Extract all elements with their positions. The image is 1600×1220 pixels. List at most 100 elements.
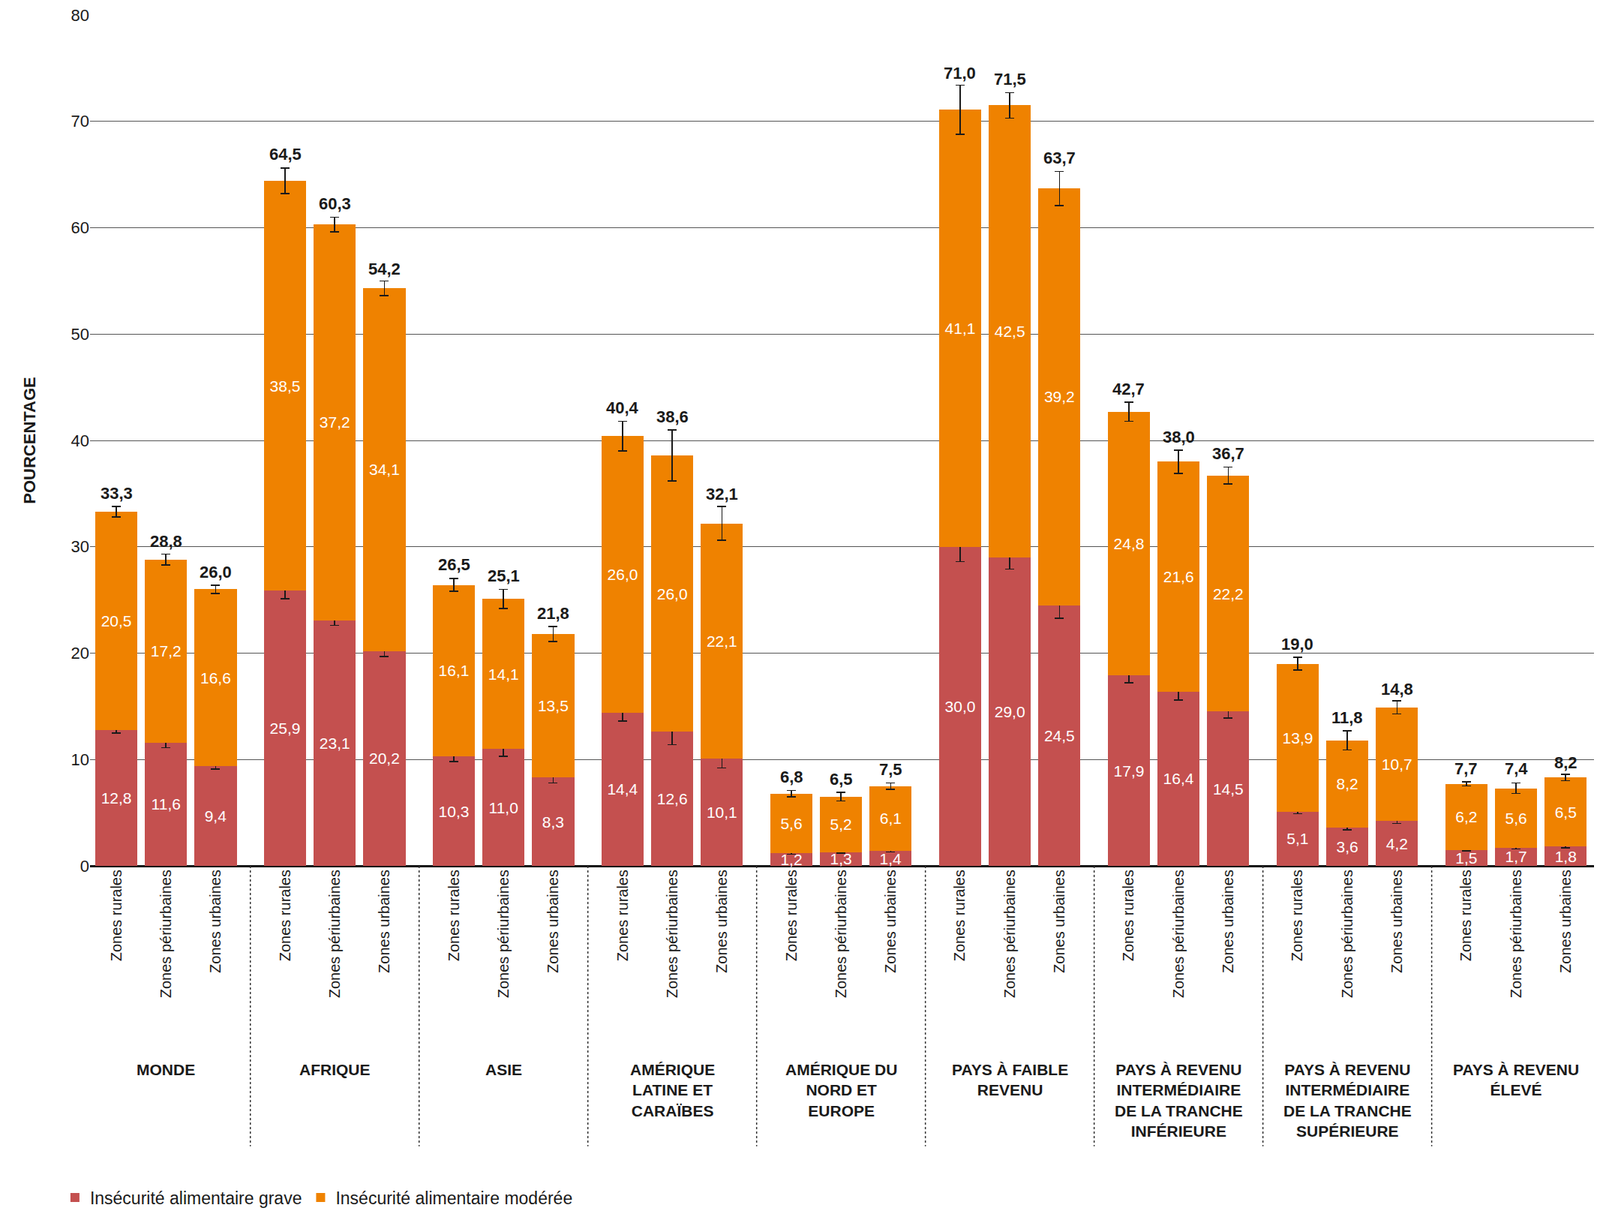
svg-text:ASIE: ASIE — [485, 1060, 523, 1078]
svg-text:54,2: 54,2 — [368, 259, 401, 279]
svg-text:29,0: 29,0 — [994, 702, 1026, 721]
svg-text:Zones périurbaines: Zones périurbaines — [1507, 869, 1525, 998]
svg-text:Zones rurales: Zones rurales — [108, 869, 125, 961]
svg-text:20: 20 — [71, 643, 90, 663]
svg-text:17,9: 17,9 — [1113, 762, 1145, 780]
svg-text:14,8: 14,8 — [1380, 679, 1414, 699]
svg-text:26,0: 26,0 — [199, 562, 232, 582]
svg-text:Zones urbaines: Zones urbaines — [207, 869, 224, 973]
svg-text:16,4: 16,4 — [1163, 769, 1195, 787]
svg-text:AMÉRIQUE DUNORD ETEUROPE: AMÉRIQUE DUNORD ETEUROPE — [785, 1060, 898, 1120]
svg-text:4,2: 4,2 — [1386, 834, 1408, 853]
svg-text:Zones périurbaines: Zones périurbaines — [1338, 869, 1356, 998]
svg-text:21,6: 21,6 — [1163, 567, 1195, 586]
svg-text:34,1: 34,1 — [369, 460, 400, 478]
svg-text:Zones périurbaines: Zones périurbaines — [326, 869, 343, 998]
svg-text:19,0: 19,0 — [1281, 634, 1314, 654]
svg-text:PAYS À REVENUÉLEVÉ: PAYS À REVENUÉLEVÉ — [1452, 1060, 1579, 1099]
svg-text:12,6: 12,6 — [657, 789, 688, 808]
svg-text:Zones rurales: Zones rurales — [445, 869, 463, 961]
svg-text:Zones rurales: Zones rurales — [1457, 869, 1474, 961]
svg-text:Zones urbaines: Zones urbaines — [1557, 869, 1574, 973]
svg-text:30,0: 30,0 — [945, 697, 976, 715]
svg-text:Zones urbaines: Zones urbaines — [1388, 869, 1405, 973]
svg-text:13,9: 13,9 — [1282, 729, 1314, 747]
svg-text:20,2: 20,2 — [369, 749, 400, 767]
svg-text:26,0: 26,0 — [607, 565, 639, 583]
svg-text:Zones urbaines: Zones urbaines — [544, 869, 562, 973]
svg-text:Zones urbaines: Zones urbaines — [1219, 869, 1237, 973]
svg-text:20,5: 20,5 — [101, 612, 133, 630]
svg-text:Zones urbaines: Zones urbaines — [882, 869, 899, 973]
svg-text:1,5: 1,5 — [1455, 849, 1477, 867]
svg-text:14,5: 14,5 — [1212, 780, 1244, 798]
svg-text:Zones urbaines: Zones urbaines — [713, 869, 730, 973]
svg-text:71,5: 71,5 — [993, 69, 1027, 89]
svg-text:16,6: 16,6 — [200, 669, 232, 687]
svg-text:9,4: 9,4 — [204, 807, 228, 825]
svg-text:42,7: 42,7 — [1112, 379, 1145, 399]
svg-text:16,1: 16,1 — [438, 661, 470, 679]
svg-text:42,5: 42,5 — [994, 322, 1026, 340]
svg-text:1,4: 1,4 — [879, 849, 903, 868]
svg-text:Zones périurbaines: Zones périurbaines — [1170, 869, 1187, 998]
svg-text:AMÉRIQUELATINE ETCARAÏBES: AMÉRIQUELATINE ETCARAÏBES — [630, 1060, 715, 1120]
svg-text:Zones rurales: Zones rurales — [783, 869, 800, 961]
svg-text:POURCENTAGE: POURCENTAGE — [20, 376, 40, 505]
svg-text:40,4: 40,4 — [606, 398, 640, 418]
svg-text:11,8: 11,8 — [1331, 708, 1363, 727]
svg-text:12,8: 12,8 — [101, 789, 133, 807]
svg-text:37,2: 37,2 — [319, 413, 351, 431]
svg-text:PAYS À FAIBLEREVENU: PAYS À FAIBLEREVENU — [951, 1060, 1069, 1099]
svg-text:11,6: 11,6 — [151, 795, 181, 813]
svg-text:Zones périurbaines: Zones périurbaines — [157, 869, 175, 998]
svg-text:7,5: 7,5 — [879, 759, 903, 779]
svg-text:10: 10 — [71, 750, 90, 769]
svg-text:22,1: 22,1 — [706, 632, 738, 650]
svg-text:MONDE: MONDE — [136, 1060, 196, 1078]
svg-text:5,6: 5,6 — [1505, 809, 1528, 827]
svg-text:6,8: 6,8 — [780, 767, 804, 787]
svg-text:8,3: 8,3 — [542, 813, 565, 831]
svg-text:Insécurité alimentaire grave: Insécurité alimentaire grave — [90, 1188, 303, 1208]
svg-text:80: 80 — [71, 6, 90, 25]
svg-text:PAYS À REVENUINTERMÉDIAIREDE L: PAYS À REVENUINTERMÉDIAIREDE LA TRANCHES… — [1283, 1060, 1412, 1140]
svg-text:17,2: 17,2 — [150, 642, 182, 660]
svg-text:1,7: 1,7 — [1505, 847, 1528, 865]
svg-text:14,1: 14,1 — [488, 665, 520, 683]
svg-text:8,2: 8,2 — [1336, 774, 1359, 793]
svg-text:0: 0 — [80, 856, 90, 876]
svg-text:60,3: 60,3 — [318, 194, 352, 214]
svg-text:1,2: 1,2 — [780, 850, 802, 868]
svg-text:70: 70 — [71, 111, 90, 131]
svg-text:10,7: 10,7 — [1381, 755, 1413, 773]
svg-text:13,5: 13,5 — [537, 696, 569, 715]
svg-text:AFRIQUE: AFRIQUE — [299, 1060, 371, 1078]
svg-text:24,5: 24,5 — [1044, 726, 1075, 745]
svg-text:25,9: 25,9 — [270, 719, 301, 737]
svg-text:14,4: 14,4 — [606, 780, 638, 798]
svg-text:Insécurité alimentaire modérée: Insécurité alimentaire modérée — [335, 1188, 573, 1208]
svg-text:26,0: 26,0 — [657, 585, 688, 603]
svg-text:Zones rurales: Zones rurales — [951, 869, 968, 961]
svg-text:40: 40 — [71, 431, 90, 451]
svg-text:1,3: 1,3 — [830, 849, 853, 868]
svg-text:60: 60 — [71, 218, 90, 238]
svg-text:50: 50 — [71, 324, 90, 344]
svg-text:Zones rurales: Zones rurales — [1288, 869, 1306, 961]
svg-text:6,1: 6,1 — [879, 809, 902, 827]
svg-text:Zones rurales: Zones rurales — [1119, 869, 1137, 961]
svg-text:26,5: 26,5 — [438, 555, 471, 574]
svg-text:Zones périurbaines: Zones périurbaines — [832, 869, 850, 998]
svg-text:Zones rurales: Zones rurales — [614, 869, 631, 961]
svg-text:38,0: 38,0 — [1162, 427, 1195, 447]
svg-text:8,2: 8,2 — [1554, 753, 1578, 772]
svg-text:5,1: 5,1 — [1286, 829, 1309, 847]
svg-text:6,2: 6,2 — [1455, 807, 1477, 826]
svg-text:Zones périurbaines: Zones périurbaines — [663, 869, 681, 998]
svg-text:10,1: 10,1 — [706, 803, 738, 821]
svg-text:38,5: 38,5 — [270, 377, 301, 395]
svg-text:Zones urbaines: Zones urbaines — [1050, 869, 1068, 973]
svg-text:5,6: 5,6 — [780, 814, 802, 832]
svg-text:25,1: 25,1 — [487, 566, 520, 586]
